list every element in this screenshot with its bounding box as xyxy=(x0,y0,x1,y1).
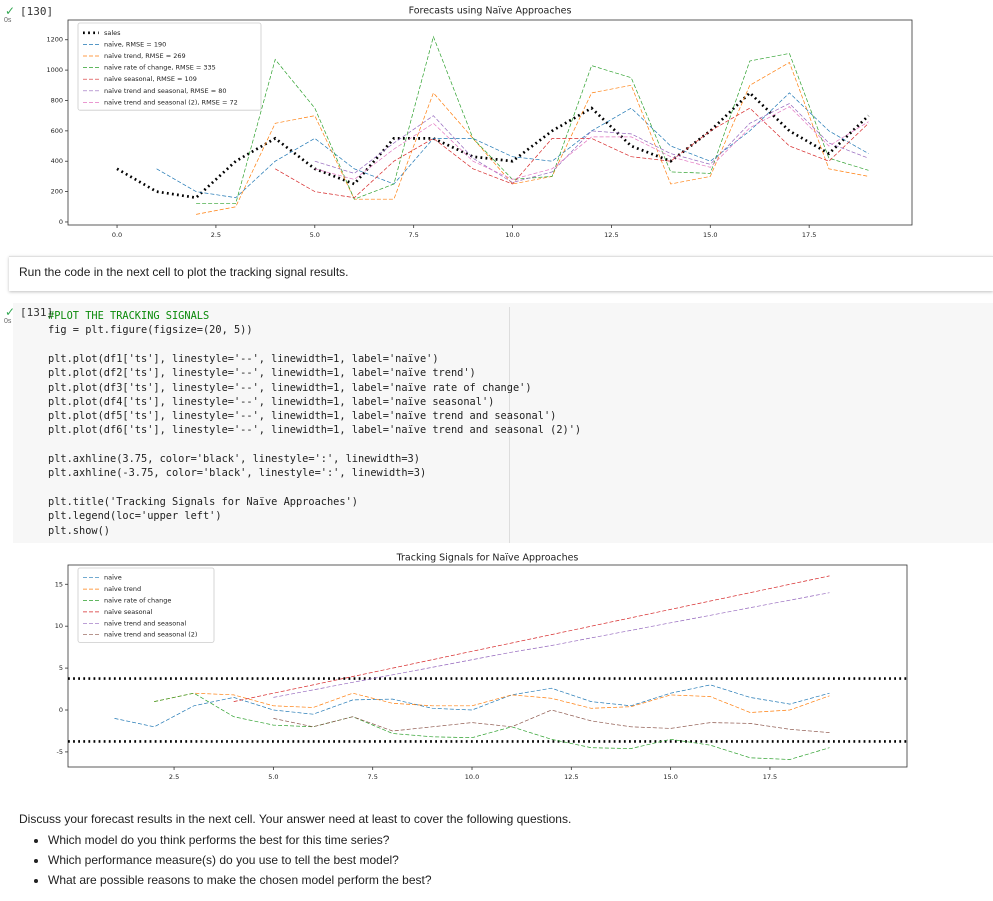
plot-frame xyxy=(67,19,913,226)
x-tick-label: 2.5 xyxy=(169,773,179,781)
tracking-chart: Tracking Signals for Naïve Approaches 2.5… xyxy=(55,553,908,781)
legend-label: sales xyxy=(104,29,121,37)
legend-label: naïve trend and seasonal, RMSE = 80 xyxy=(104,87,226,95)
series-line xyxy=(314,103,869,183)
legend-label: naïve seasonal, RMSE = 109 xyxy=(104,75,197,83)
legend-label: naïve trend and seasonal xyxy=(104,619,186,627)
y-tick-label: 400 xyxy=(51,157,63,165)
x-tick-label: 15.0 xyxy=(703,231,717,239)
x-tick-label: 17.5 xyxy=(763,773,777,781)
series-line xyxy=(233,575,830,702)
markdown-text: Run the code in the next cell to plot th… xyxy=(19,265,349,279)
code-line: plt.plot(df2['ts'], linestyle='--', line… xyxy=(48,367,476,380)
x-tick-label: 15.0 xyxy=(663,773,677,781)
code-line: plt.axhline(3.75, color='black', linesty… xyxy=(48,453,420,465)
legend-label: naïve trend xyxy=(104,585,141,593)
code-line: fig = plt.figure(figsize=(20, 5)) xyxy=(48,324,253,337)
series-line xyxy=(273,709,830,733)
code-cell[interactable]: #PLOT THE TRACKING SIGNALS fig = plt.figu… xyxy=(13,303,993,543)
series-line xyxy=(196,61,869,215)
series-line xyxy=(196,35,869,205)
code-line: plt.plot(df4['ts'], linestyle='--', line… xyxy=(48,395,495,408)
chart-title: Forecasts using Naïve Approaches xyxy=(409,6,572,17)
x-tick-label: 12.5 xyxy=(564,773,578,781)
question: Which performance measure(s) do you use … xyxy=(48,850,432,870)
series-line xyxy=(154,692,830,713)
x-tick-label: 7.5 xyxy=(368,773,378,781)
cell-time: 0s xyxy=(4,318,12,325)
question: What are possible reasons to make the ch… xyxy=(48,870,432,890)
question: Which model do you think performs the be… xyxy=(48,830,432,850)
y-tick-label: 600 xyxy=(51,127,63,135)
code-line: #PLOT THE TRACKING SIGNALS xyxy=(48,310,210,322)
series-line xyxy=(154,692,830,760)
y-tick-label: 15 xyxy=(55,580,63,588)
y-tick-label: 10 xyxy=(55,622,63,630)
legend-box xyxy=(77,567,215,643)
code-line: plt.plot(df3['ts'], linestyle='--', line… xyxy=(48,381,532,394)
legend-label: naïve rate of change xyxy=(104,597,171,605)
y-tick-label: 1200 xyxy=(46,36,63,44)
series-line xyxy=(114,684,830,728)
legend-box xyxy=(77,22,262,111)
x-tick-label: 10.0 xyxy=(505,231,519,239)
code-line: plt.plot(df5['ts'], linestyle='--', line… xyxy=(48,410,557,423)
cell-prompt: [131] xyxy=(20,306,54,319)
chart-title: Tracking Signals for Naïve Approaches xyxy=(396,553,579,564)
x-tick-label: 0.0 xyxy=(112,231,122,239)
code-line: plt.title('Tracking Signals for Naïve Ap… xyxy=(48,495,358,508)
plot-frame xyxy=(67,564,908,768)
x-tick-label: 12.5 xyxy=(604,231,618,239)
x-tick-label: 10.0 xyxy=(465,773,479,781)
legend-label: naïve, RMSE = 190 xyxy=(104,40,166,48)
code-line: plt.plot(df6['ts'], linestyle='--', line… xyxy=(48,424,582,437)
y-tick-label: 1000 xyxy=(46,66,63,74)
code-line: plt.axhline(-3.75, color='black', linest… xyxy=(48,467,427,480)
markdown-text: Discuss your forecast results in the nex… xyxy=(19,812,572,826)
code-line: plt.legend(loc='upper left') xyxy=(48,510,222,523)
series-line xyxy=(275,107,869,199)
x-tick-label: 5.0 xyxy=(310,231,320,239)
x-tick-label: 2.5 xyxy=(211,231,221,239)
code-line: plt.plot(df1['ts'], linestyle='--', line… xyxy=(48,352,439,365)
forecast-chart: Forecasts using Naïve Approaches 0.0 2.5 5.… xyxy=(46,6,913,239)
legend-label: naïve rate of change, RMSE = 335 xyxy=(104,64,216,72)
x-tick-label: 17.5 xyxy=(802,231,816,239)
x-tick-label: 5.0 xyxy=(268,773,278,781)
y-tick-label: 200 xyxy=(51,188,63,196)
series-line xyxy=(156,92,869,199)
x-tick-label: 7.5 xyxy=(408,231,418,239)
series-line xyxy=(273,592,830,698)
legend-label: naïve trend and seasonal (2), RMSE = 72 xyxy=(104,98,238,106)
cell-status-icon: ✓ xyxy=(5,4,16,18)
y-tick-label: 0 xyxy=(59,706,63,714)
legend-label: naïve trend, RMSE = 269 xyxy=(104,52,186,60)
legend-label: naïve seasonal xyxy=(104,608,153,616)
cell-status-icon: ✓ xyxy=(5,305,16,319)
ruler xyxy=(509,307,510,543)
markdown-cell xyxy=(9,256,993,291)
legend-label: naïve trend and seasonal (2) xyxy=(104,631,197,639)
code-line: plt.show() xyxy=(48,524,110,537)
y-tick-label: -5 xyxy=(57,748,63,756)
cell-prompt: [130] xyxy=(20,5,54,18)
legend-label: naïve xyxy=(104,574,122,582)
question-list: Which model do you think performs the be… xyxy=(10,830,432,890)
y-tick-label: 0 xyxy=(59,218,63,226)
y-tick-label: 800 xyxy=(51,96,63,104)
cell-time: 0s xyxy=(4,17,12,24)
y-tick-label: 5 xyxy=(59,664,63,672)
